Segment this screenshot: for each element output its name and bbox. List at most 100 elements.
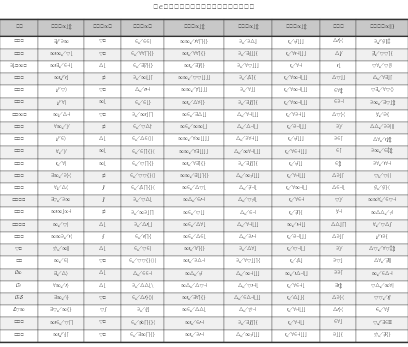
Text: 3#卜1茎: 3#卜1茎 (10, 62, 28, 72)
Bar (164, 85, 224, 98)
Bar (38, 269, 84, 281)
Bar (164, 73, 224, 85)
Bar (356, 159, 408, 171)
Text: 白水: 白水 (16, 257, 22, 267)
Text: 3.67 bc: 3.67 bc (137, 306, 149, 316)
Bar (0, 269, 38, 281)
Text: 鄂卜甲: 鄂卜甲 (13, 172, 24, 182)
Text: 2.88 defg: 2.88 defg (131, 50, 154, 60)
Text: 4.24 abcc: 4.24 abcc (235, 294, 261, 304)
Bar (356, 232, 408, 244)
Bar (0, 281, 38, 293)
Bar (38, 281, 84, 293)
Text: 5个: 5个 (99, 257, 107, 267)
Bar (38, 293, 84, 305)
Text: 5个: 5个 (99, 294, 107, 304)
Bar (356, 49, 408, 61)
Text: 4.38 abc: 4.38 abc (236, 135, 259, 145)
Text: 118.25 a: 118.25 a (368, 196, 396, 206)
Text: 45 cc: 45 cc (332, 74, 345, 84)
Text: 28 c: 28 c (334, 319, 343, 328)
Bar (272, 36, 321, 49)
Text: 3.40 bc: 3.40 bc (134, 221, 152, 231)
Bar (321, 305, 356, 318)
Bar (0, 61, 38, 73)
Text: 4.16 abcc: 4.16 abcc (236, 172, 259, 182)
Text: 40 gh: 40 gh (333, 306, 344, 316)
Bar (356, 281, 408, 293)
Text: 4.1 abcc: 4.1 abcc (236, 270, 259, 279)
Text: 91.7 g: 91.7 g (54, 294, 69, 304)
Bar (38, 122, 84, 134)
Text: 40 gh: 40 gh (333, 38, 344, 48)
Text: 0.81 abcc: 0.81 abcc (284, 74, 308, 84)
Bar (84, 293, 121, 305)
Bar (356, 183, 408, 195)
Bar (321, 110, 356, 122)
Bar (38, 318, 84, 330)
Text: 68 a: 68 a (335, 209, 341, 218)
Text: 58.56 hi: 58.56 hi (372, 62, 392, 72)
Bar (164, 146, 224, 159)
Text: 5个: 5个 (99, 111, 107, 121)
Bar (84, 49, 121, 61)
Text: 45 gh: 45 gh (332, 111, 345, 121)
Text: 爱七花: 爱七花 (13, 233, 24, 243)
Text: 四月刁: 四月刁 (13, 184, 24, 194)
Bar (0, 36, 38, 49)
Bar (356, 85, 408, 98)
Text: 5 s: 5 s (100, 306, 106, 316)
Text: 3.64 ef: 3.64 ef (239, 74, 256, 84)
Bar (84, 36, 121, 49)
Text: 4.18 abcc: 4.18 abcc (235, 147, 261, 157)
Text: C2S: C2S (15, 294, 23, 304)
Bar (272, 220, 321, 232)
Bar (84, 159, 121, 171)
Bar (224, 110, 272, 122)
Text: 八月花: 八月花 (13, 86, 24, 96)
Bar (38, 256, 84, 269)
Bar (38, 195, 84, 208)
Text: 大乌鹅: 大乌鹅 (13, 74, 24, 84)
Text: 2.22 j: 2.22 j (135, 38, 151, 48)
Text: 44.33 jk: 44.33 jk (370, 123, 394, 133)
Text: 金平花: 金平花 (13, 123, 24, 133)
Bar (224, 220, 272, 232)
Text: 68.73 f: 68.73 f (375, 111, 389, 121)
Text: 新六花: 新六花 (13, 209, 24, 218)
Text: 3.85 ccef: 3.85 ccef (235, 257, 260, 267)
Bar (0, 98, 38, 110)
Bar (272, 232, 321, 244)
Text: 0.82 abcc: 0.82 abcc (285, 147, 307, 157)
Text: 天岗花: 天岗花 (13, 331, 24, 340)
Bar (38, 98, 84, 110)
Bar (356, 73, 408, 85)
Text: 81.0 i: 81.0 i (53, 282, 69, 292)
Bar (84, 61, 121, 73)
Bar (0, 183, 38, 195)
Bar (224, 19, 272, 36)
Text: 0.64 c: 0.64 c (290, 257, 303, 267)
Bar (224, 244, 272, 256)
Text: 6个: 6个 (101, 74, 104, 84)
Text: 花蕾长/cm: 花蕾长/cm (50, 23, 72, 33)
Text: 36.62 kl: 36.62 kl (374, 38, 390, 48)
Text: 6 c: 6 c (102, 196, 104, 206)
Text: 96.31: 96.31 (53, 38, 69, 48)
Bar (0, 110, 38, 122)
Text: 六豆蔻: 六豆蔻 (13, 160, 24, 170)
Bar (84, 305, 121, 318)
Text: 0.69 ef: 0.69 ef (289, 209, 303, 218)
Bar (321, 98, 356, 110)
Bar (164, 61, 224, 73)
Bar (356, 220, 408, 232)
Text: 0.76 abcc: 0.76 abcc (288, 135, 304, 145)
Text: 4.8 abcc: 4.8 abcc (237, 221, 259, 231)
Text: 2.55 fghij: 2.55 fghij (129, 257, 156, 267)
Text: 43 gh: 43 gh (333, 294, 344, 304)
Text: 小区产量/kg: 小区产量/kg (369, 23, 395, 33)
Bar (356, 146, 408, 159)
Text: 78.6 i: 78.6 i (56, 147, 66, 157)
Bar (272, 19, 321, 36)
Bar (272, 208, 321, 220)
